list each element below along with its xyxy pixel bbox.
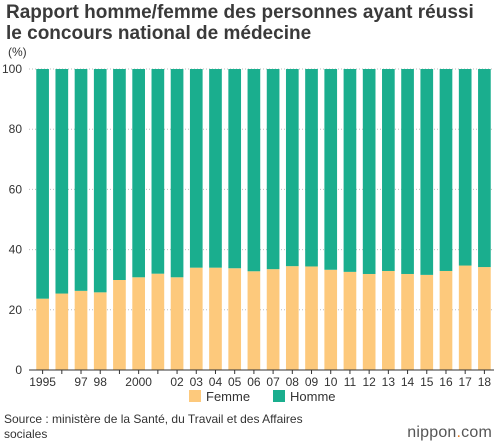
y-tick-label: 20 <box>9 303 23 317</box>
x-tick-label: 16 <box>439 375 453 389</box>
bar-femme-2008 <box>285 266 299 370</box>
x-tick-label: 14 <box>401 375 415 389</box>
bar-homme-2003 <box>189 69 203 268</box>
bar-femme-1997 <box>74 290 88 370</box>
bar-homme-2008 <box>285 69 299 267</box>
bar-homme-2016 <box>439 69 453 271</box>
bar-homme-1998 <box>93 69 107 293</box>
bar-femme-2001 <box>151 273 165 370</box>
x-tick-label: 18 <box>478 375 492 389</box>
x-tick-label: 07 <box>266 375 280 389</box>
bar-femme-2017 <box>458 265 472 370</box>
bar-homme-2013 <box>382 69 395 271</box>
legend-swatch-homme <box>273 390 285 402</box>
bar-homme-2004 <box>209 69 222 268</box>
gridlines <box>29 68 494 311</box>
bar-homme-1999 <box>113 69 126 280</box>
bar-femme-2014 <box>401 273 414 370</box>
bar-homme-2017 <box>458 69 472 266</box>
chart-title-line-1: Rapport homme/femme des personnes ayant … <box>6 2 474 23</box>
x-tick-label: 10 <box>324 375 338 389</box>
x-tick-label: 17 <box>459 375 473 389</box>
x-tick-label: 02 <box>170 375 184 389</box>
bar-homme-2015 <box>420 69 434 275</box>
bar-homme-2009 <box>305 69 318 267</box>
legend: Femme Homme <box>189 389 336 404</box>
bar-femme-2011 <box>343 271 357 370</box>
x-tick-label: 03 <box>190 375 204 389</box>
bar-femme-2015 <box>420 274 434 370</box>
bar-homme-2010 <box>324 69 338 270</box>
bar-homme-2007 <box>266 69 280 270</box>
legend-label-homme: Homme <box>290 389 336 404</box>
y-tick-label: 60 <box>9 182 23 196</box>
bar-femme-2003 <box>189 267 203 370</box>
bar-femme-1998 <box>93 292 107 370</box>
brand-logo: nippon.com <box>407 424 492 442</box>
chart-title: Rapport homme/femme des personnes ayant … <box>6 2 496 44</box>
x-tick-label: 08 <box>286 375 300 389</box>
x-tick-label: 11 <box>344 375 357 389</box>
x-tick-label: 1995 <box>29 375 56 389</box>
bar-homme-2018 <box>478 69 491 268</box>
source-note: Source : ministère de la Santé, du Trava… <box>4 412 303 441</box>
legend-label-femme: Femme <box>206 389 250 404</box>
bar-homme-2002 <box>170 69 184 278</box>
x-tick-label: 09 <box>305 375 319 389</box>
bar-femme-2010 <box>324 269 338 370</box>
bar-femme-2000 <box>132 277 145 370</box>
bar-femme-2007 <box>266 269 280 370</box>
x-tick-label: 04 <box>209 375 223 389</box>
y-axis-unit: (%) <box>8 45 27 59</box>
brand-domain: com <box>461 424 492 441</box>
bar-femme-1999 <box>113 280 126 370</box>
y-axis-ticks: 0 20 40 60 80 100 <box>2 62 22 377</box>
brand-name: nippon <box>407 424 457 441</box>
bar-homme-2006 <box>247 69 261 272</box>
y-tick-label: 100 <box>2 62 22 76</box>
bar-femme-1995 <box>36 298 49 370</box>
bar-femme-2004 <box>209 267 222 370</box>
x-tick-label: 12 <box>362 375 376 389</box>
x-tick-label: 15 <box>420 375 434 389</box>
x-tick-label: 97 <box>74 375 88 389</box>
y-tick-label: 40 <box>9 243 23 257</box>
bar-femme-2018 <box>478 267 491 370</box>
bar-homme-1997 <box>74 69 88 291</box>
bar-femme-2006 <box>247 271 261 370</box>
bar-homme-2000 <box>132 69 145 278</box>
bar-femme-2002 <box>170 277 184 370</box>
bar-homme-1996 <box>55 69 69 294</box>
bar-homme-2014 <box>401 69 414 274</box>
x-tick-label: 2000 <box>125 375 152 389</box>
legend-swatch-femme <box>189 390 201 402</box>
x-tick-label: 98 <box>94 375 108 389</box>
brand-dot: . <box>456 424 462 441</box>
bar-femme-2012 <box>362 273 376 370</box>
chart-title-line-2: le concours national de médecine <box>6 23 312 44</box>
y-tick-label: 80 <box>9 122 23 136</box>
x-axis-ticks: 1995 97 98 2000 02 03 04 05 06 07 08 09 10 11 12 13 14 15… <box>29 370 491 389</box>
y-tick-label: 0 <box>15 363 22 377</box>
bar-femme-2013 <box>382 270 395 370</box>
bar-femme-1996 <box>55 293 69 370</box>
bars <box>36 69 491 370</box>
bar-homme-2011 <box>343 69 357 272</box>
bar-femme-2005 <box>228 268 242 370</box>
bar-femme-2016 <box>439 270 453 370</box>
bar-homme-2001 <box>151 69 165 274</box>
bar-homme-2005 <box>228 69 242 269</box>
x-tick-label: 13 <box>382 375 396 389</box>
bar-homme-1995 <box>36 69 49 299</box>
x-tick-label: 05 <box>228 375 242 389</box>
bar-femme-2009 <box>305 266 318 370</box>
x-tick-label: 06 <box>247 375 261 389</box>
bar-homme-2012 <box>362 69 376 274</box>
